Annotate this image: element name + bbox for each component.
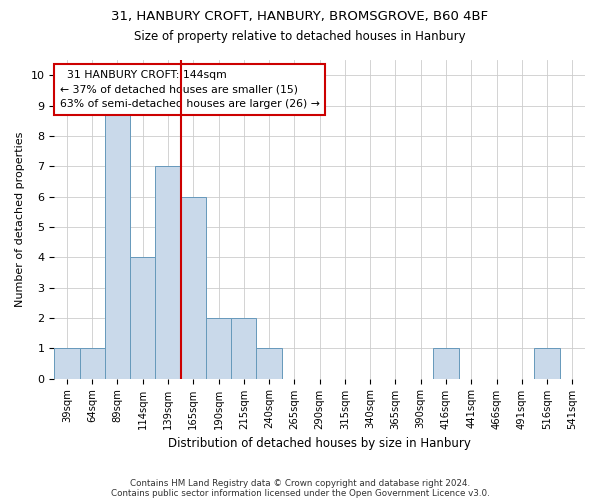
Text: 31 HANBURY CROFT: 144sqm
← 37% of detached houses are smaller (15)
63% of semi-d: 31 HANBURY CROFT: 144sqm ← 37% of detach…	[59, 70, 319, 109]
Bar	[181, 196, 206, 378]
Bar	[535, 348, 560, 378]
Y-axis label: Number of detached properties: Number of detached properties	[15, 132, 25, 307]
Text: Contains HM Land Registry data © Crown copyright and database right 2024.: Contains HM Land Registry data © Crown c…	[130, 478, 470, 488]
Text: 31, HANBURY CROFT, HANBURY, BROMSGROVE, B60 4BF: 31, HANBURY CROFT, HANBURY, BROMSGROVE, …	[112, 10, 488, 23]
Text: Size of property relative to detached houses in Hanbury: Size of property relative to detached ho…	[134, 30, 466, 43]
Bar	[130, 257, 155, 378]
Bar	[206, 318, 231, 378]
X-axis label: Distribution of detached houses by size in Hanbury: Distribution of detached houses by size …	[168, 437, 471, 450]
Bar	[54, 348, 80, 378]
Bar	[155, 166, 181, 378]
Text: Contains public sector information licensed under the Open Government Licence v3: Contains public sector information licen…	[110, 488, 490, 498]
Bar	[105, 106, 130, 378]
Bar	[80, 348, 105, 378]
Bar	[231, 318, 256, 378]
Bar	[256, 348, 282, 378]
Bar	[433, 348, 458, 378]
